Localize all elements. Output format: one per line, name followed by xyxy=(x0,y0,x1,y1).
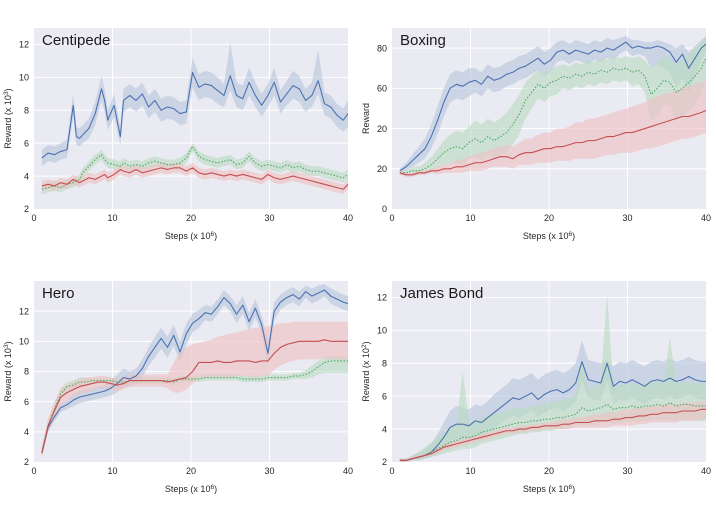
x-tick-label: 40 xyxy=(701,213,711,223)
line-red-series xyxy=(41,339,348,454)
y-tick-label: 6 xyxy=(382,391,387,401)
x-tick-label: 10 xyxy=(107,466,117,476)
gridlines xyxy=(392,281,706,462)
y-axis-title: Reward (x 103) xyxy=(3,341,13,401)
series-layer xyxy=(41,284,348,458)
chart-panel-centipede: Centipede 0 10 20 30 40 2 4 6 8 10 12 Steps (x 106) R… xyxy=(0,0,358,253)
y-tick-label: 6 xyxy=(24,138,29,148)
y-tick-label: 12 xyxy=(19,306,29,316)
y-tick-label: 0 xyxy=(382,204,387,214)
x-tick-label: 20 xyxy=(186,213,196,223)
x-axis-title: Steps (x 106) xyxy=(523,231,575,241)
line-blue-series xyxy=(41,289,348,454)
x-axis-title: Steps (x 106) xyxy=(165,231,217,241)
panel-title-hero: Hero xyxy=(42,285,75,302)
x-tick-label: 20 xyxy=(544,213,554,223)
y-tick-label: 4 xyxy=(24,427,29,437)
x-axis-title: Steps (x 106) xyxy=(165,484,217,494)
x-axis-title: Steps (x 106) xyxy=(523,484,575,494)
series-layer xyxy=(41,42,348,195)
y-tick-label: 10 xyxy=(19,337,29,347)
x-tick-label: 30 xyxy=(622,213,632,223)
line-green-series xyxy=(399,57,706,174)
y-tick-label: 20 xyxy=(377,124,387,134)
x-tick-label: 30 xyxy=(264,213,274,223)
y-tick-label: 8 xyxy=(24,105,29,115)
confidence-band-green-series xyxy=(41,143,348,195)
y-tick-label: 8 xyxy=(382,358,387,368)
x-tick-label: 10 xyxy=(465,466,475,476)
y-tick-label: 20 xyxy=(377,164,387,174)
x-tick-label: 30 xyxy=(264,466,274,476)
x-tick-label: 0 xyxy=(389,213,394,223)
series-layer xyxy=(399,36,706,177)
y-tick-label: 10 xyxy=(377,326,387,336)
line-green-series xyxy=(399,402,706,461)
series-layer xyxy=(399,294,706,462)
panel-title-boxing: Boxing xyxy=(400,32,446,49)
y-axis-title: Reward (x 103) xyxy=(3,88,13,148)
y-tick-label: 4 xyxy=(382,424,387,434)
x-tick-label: 40 xyxy=(343,213,353,223)
chart-panel-boxing: Boxing 0 10 20 30 40 0 20 20 60 80 Steps (x 106) Rew… xyxy=(358,0,716,253)
panel-title-centipede: Centipede xyxy=(42,32,110,49)
y-tick-label: 12 xyxy=(377,293,387,303)
y-tick-label: 60 xyxy=(377,84,387,94)
y-tick-label: 2 xyxy=(24,204,29,214)
line-blue-series xyxy=(399,41,706,172)
confidence-band-blue-series xyxy=(41,42,348,167)
y-tick-label: 10 xyxy=(19,73,29,83)
x-tick-label: 20 xyxy=(544,466,554,476)
line-red-series xyxy=(399,408,706,461)
x-tick-label: 0 xyxy=(389,466,394,476)
line-red-series xyxy=(41,167,348,190)
y-tick-label: 80 xyxy=(377,43,387,53)
x-tick-label: 0 xyxy=(31,466,36,476)
line-blue-series xyxy=(399,361,706,461)
x-tick-label: 20 xyxy=(186,466,196,476)
y-axis-title: Reward (x 102) xyxy=(361,341,371,401)
panel-title-james-bond: James Bond xyxy=(400,285,483,302)
x-tick-label: 10 xyxy=(107,213,117,223)
y-tick-label: 6 xyxy=(24,397,29,407)
line-red-series xyxy=(399,109,706,176)
line-blue-series xyxy=(41,71,348,159)
confidence-band-blue-series xyxy=(399,36,706,173)
y-tick-label: 4 xyxy=(24,171,29,181)
y-tick-label: 2 xyxy=(382,457,387,467)
confidence-band-green-series xyxy=(399,36,706,175)
x-tick-label: 10 xyxy=(465,213,475,223)
y-axis-title: Reward xyxy=(361,103,371,134)
y-tick-label: 2 xyxy=(24,457,29,467)
chart-panel-hero: Hero 0 10 20 30 40 2 4 6 8 10 12 Steps (x 106) Reward… xyxy=(0,253,358,506)
confidence-band-red-series xyxy=(399,401,706,462)
x-tick-label: 30 xyxy=(622,466,632,476)
confidence-band-red-series xyxy=(399,80,706,177)
x-tick-label: 0 xyxy=(31,213,36,223)
x-tick-label: 40 xyxy=(343,466,353,476)
x-tick-label: 40 xyxy=(701,466,711,476)
chart-panel-james-bond: James Bond 0 10 20 30 40 2 4 6 8 10 12 Steps (x 106)… xyxy=(358,253,716,506)
y-tick-label: 8 xyxy=(24,367,29,377)
confidence-band-red-series xyxy=(41,321,348,458)
line-green-series xyxy=(41,360,348,454)
y-tick-label: 12 xyxy=(19,40,29,50)
